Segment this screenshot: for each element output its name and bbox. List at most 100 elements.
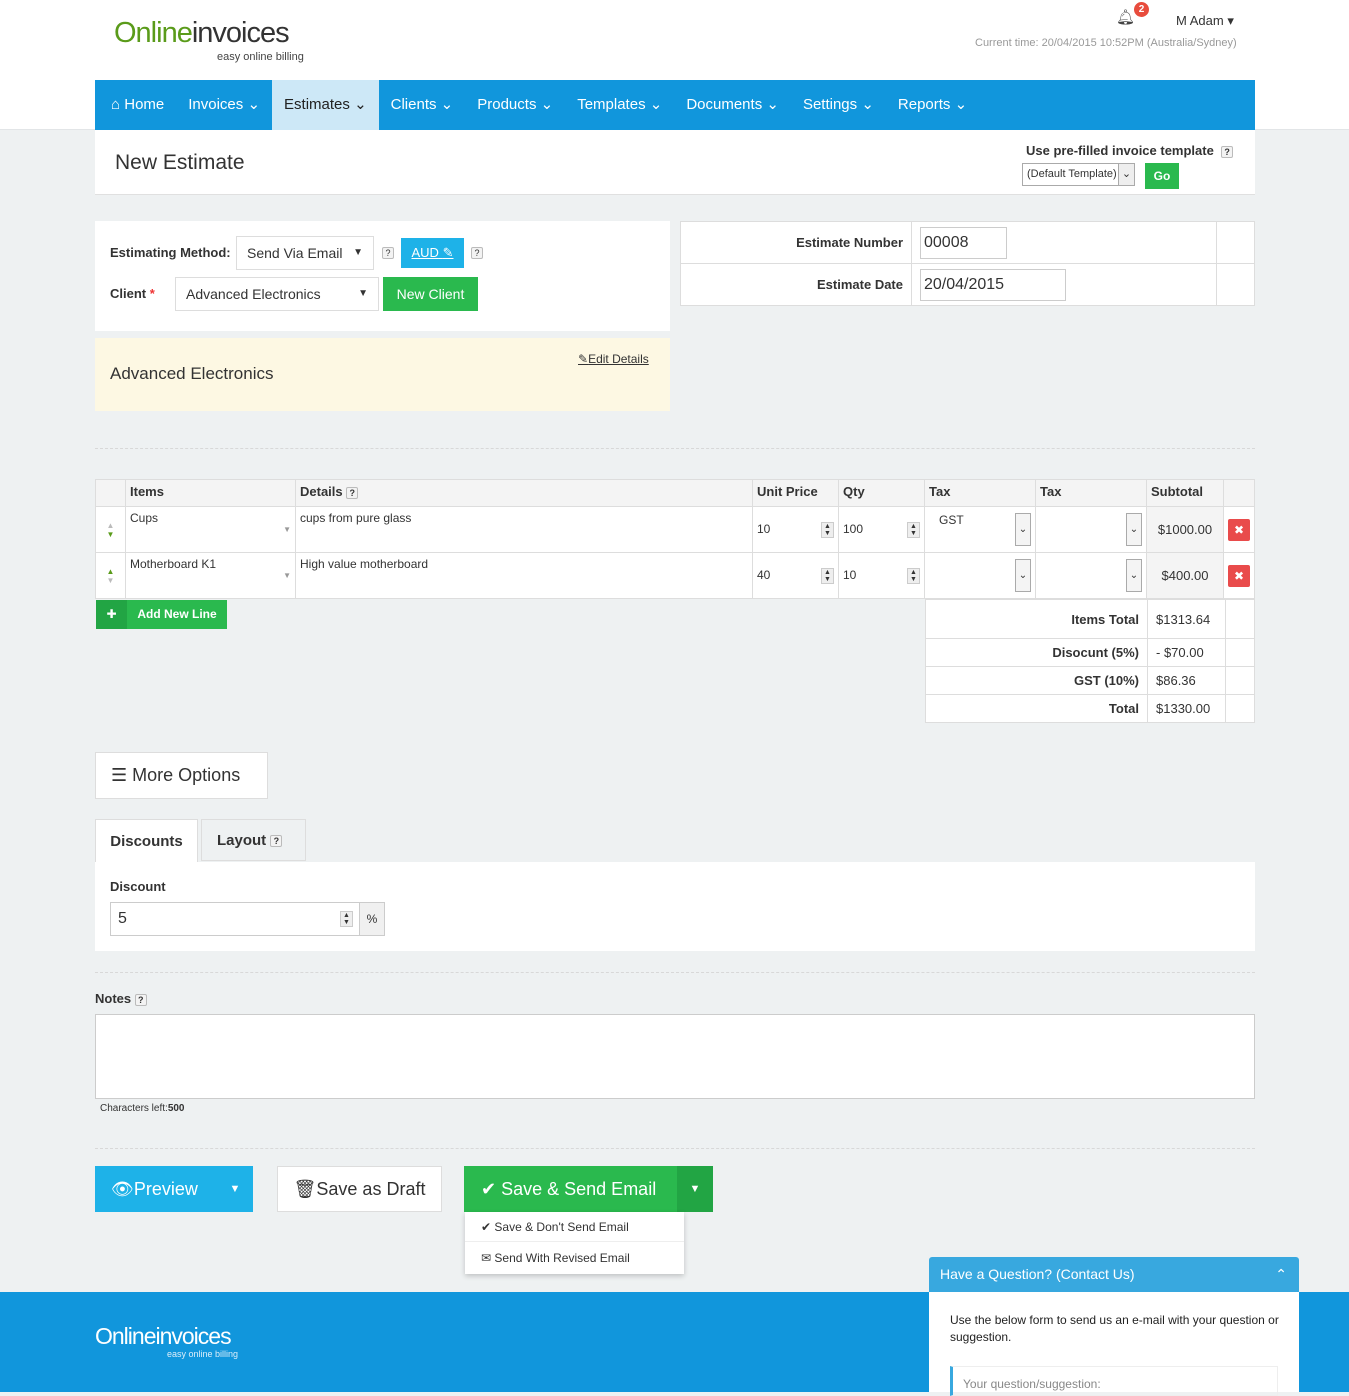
details-input[interactable]: cups from pure glass [295,506,753,553]
tab-discounts[interactable]: Discounts [95,819,198,863]
estimate-date-label: Estimate Date [680,263,912,306]
more-options-button[interactable]: ☰ More Options [95,752,268,799]
chevron-down-icon: ⌄ [649,96,663,113]
nav-reports[interactable]: Reports ⌄ [897,96,968,113]
preview-button[interactable]: 👁︎Preview ▼ [95,1166,253,1212]
help-icon[interactable]: ? [1221,145,1234,158]
delete-row-button[interactable]: ✖ [1228,564,1250,587]
tax-select[interactable]: GST ⌄ [924,506,1036,553]
caret-down-icon: ▼ [358,288,368,299]
spinner-icon[interactable]: ▲ ▼ [821,567,834,584]
estimate-number-label: Estimate Number [680,221,912,264]
nav-templates[interactable]: Templates ⌄ [577,96,663,113]
contact-text: Use the below form to send us an e-mail … [950,1313,1279,1344]
characters-left: Characters left:500 [100,1103,185,1114]
menu-item-save-no-email[interactable]: ✔ Save & Don't Send Email [465,1212,684,1242]
eye-icon: 👁︎ [111,1179,134,1199]
qty-input[interactable]: 10 ▲ ▼ [838,552,925,599]
pencil-icon: ✎ [578,352,589,366]
unit-price-input[interactable]: 40 ▲ ▼ [752,552,839,599]
unit-price-input[interactable]: 10 ▲ ▼ [752,506,839,553]
home-icon: ⌂ [111,96,121,113]
notes-textarea[interactable] [95,1014,1255,1099]
chevron-down-icon: ⌄ [354,96,367,113]
nav-documents[interactable]: Documents ⌄ [686,96,779,113]
help-icon[interactable]: ? [471,247,483,259]
spinner-icon[interactable]: ▲ ▼ [340,911,353,927]
chevron-down-icon: ⌄ [1015,559,1031,592]
add-new-line-button[interactable]: ✚ Add New Line [96,600,227,629]
nav-settings[interactable]: Settings ⌄ [802,96,874,113]
reorder-handle[interactable]: ▲ ▼ [95,506,126,553]
table-row: ▲ ▼ Cups ▼ cups from pure glass 10 ▲ ▼ 100 ▲ ▼… [95,506,1255,553]
item-select[interactable]: Motherboard K1 ▼ [125,552,296,599]
client-select[interactable]: Advanced Electronics ▼ [175,277,379,311]
method-select[interactable]: Send Via Email ▼ [236,236,374,270]
chevron-down-icon: ⌄ [1118,164,1134,185]
go-button[interactable]: Go [1145,163,1179,189]
save-send-button[interactable]: ✔ Save & Send Email ▼ [464,1166,713,1212]
item-select[interactable]: Cups ▼ [125,506,296,553]
qty-input[interactable]: 100 ▲ ▼ [838,506,925,553]
tab-layout[interactable]: Layout ? [201,819,306,861]
chevron-up-icon[interactable]: ⌃ [1275,1266,1287,1282]
footer-logo: Onlineinvoices [95,1323,232,1349]
currency-button[interactable]: AUD ✎ [401,238,464,268]
chevron-down-icon: ⌄ [1126,513,1142,546]
caret-down-icon[interactable]: ▼ [677,1166,713,1212]
grand-total-value: $1330.00 [1147,694,1226,723]
gst-total-label: GST (10%) [925,666,1148,695]
discount-total-label: Disocunt (5%) [925,638,1148,667]
delete-row-button[interactable]: ✖ [1228,518,1250,541]
title-bar: New Estimate Use pre-filled invoice temp… [95,130,1255,195]
col-unit-price: Unit Price [752,479,839,507]
help-icon[interactable]: ? [382,247,394,259]
divider [95,1148,1255,1149]
spinner-icon[interactable]: ▲ ▼ [907,567,920,584]
help-icon[interactable]: ? [134,993,147,1006]
edit-details-link[interactable]: ✎Edit Details [578,352,649,366]
grand-total-label: Total [925,694,1148,723]
nav-home[interactable]: ⌂ Home [111,96,165,113]
nav-estimates[interactable]: Estimates ⌄ [272,80,379,130]
reorder-handle[interactable]: ▲ ▼ [95,552,126,599]
estimate-date-input[interactable]: 20/04/2015 [920,268,1066,301]
contact-widget: Have a Question? (Contact Us) ⌃ Use the b… [929,1257,1299,1396]
help-icon[interactable]: ? [346,486,359,499]
help-icon[interactable]: ? [270,835,283,848]
estimate-options-panel: Estimating Method: Send Via Email ▼ ? AU… [95,221,670,331]
method-label: Estimating Method: [110,245,231,260]
menu-item-revised-email[interactable]: ✉ Send With Revised Email [481,1251,630,1265]
details-input[interactable]: High value motherboard [295,552,753,599]
spinner-icon[interactable]: ▲ ▼ [907,521,920,538]
gst-total-value: $86.36 [1147,666,1226,695]
table-row: ▲ ▼ Motherboard K1 ▼ High value motherboar… [95,552,1255,599]
tax-select-2[interactable]: ⌄ [1035,506,1147,553]
contact-header[interactable]: Have a Question? (Contact Us) ⌃ [929,1257,1299,1292]
user-menu[interactable]: M Adam ▾ [1176,13,1234,28]
tax-select-2[interactable]: ⌄ [1035,552,1147,599]
client-card-name: Advanced Electronics [110,364,274,383]
bell-icon[interactable]: 🔔︎ [1116,9,1136,26]
nav-clients[interactable]: Clients ⌄ [390,96,454,113]
row-subtotal: $1000.00 [1146,506,1224,553]
nav-products[interactable]: Products ⌄ [477,96,554,113]
estimate-number-input[interactable]: 00008 [920,226,1007,259]
caret-down-icon[interactable]: ▼ [229,1183,241,1195]
spinner-icon[interactable]: ▲ ▼ [821,521,834,538]
chevron-down-icon: ⌄ [766,96,779,113]
nav-invoices[interactable]: Invoices ⌄ [188,96,261,113]
template-select[interactable]: (Default Template) ⌄ [1022,163,1135,186]
divider [95,972,1255,973]
client-label: Client * [110,286,155,301]
estimate-meta-table: Estimate Number 00008 Estimate Date 20/0… [680,221,1255,306]
tax-select[interactable]: ⌄ [924,552,1036,599]
caret-down-icon: ▼ [283,571,291,580]
caret-down-icon: ▾ [1227,13,1234,28]
logo[interactable]: Onlineinvoices [114,17,290,49]
new-client-button[interactable]: New Client [383,277,478,311]
main-nav: ⌂ Home Invoices ⌄ Estimates ⌄ Clients ⌄ … [95,80,1255,130]
check-icon: ✔ [481,1179,497,1199]
save-draft-button[interactable]: 🗑︎Save as Draft [277,1166,442,1212]
discount-input[interactable]: 5 ▲ ▼ [110,902,360,936]
